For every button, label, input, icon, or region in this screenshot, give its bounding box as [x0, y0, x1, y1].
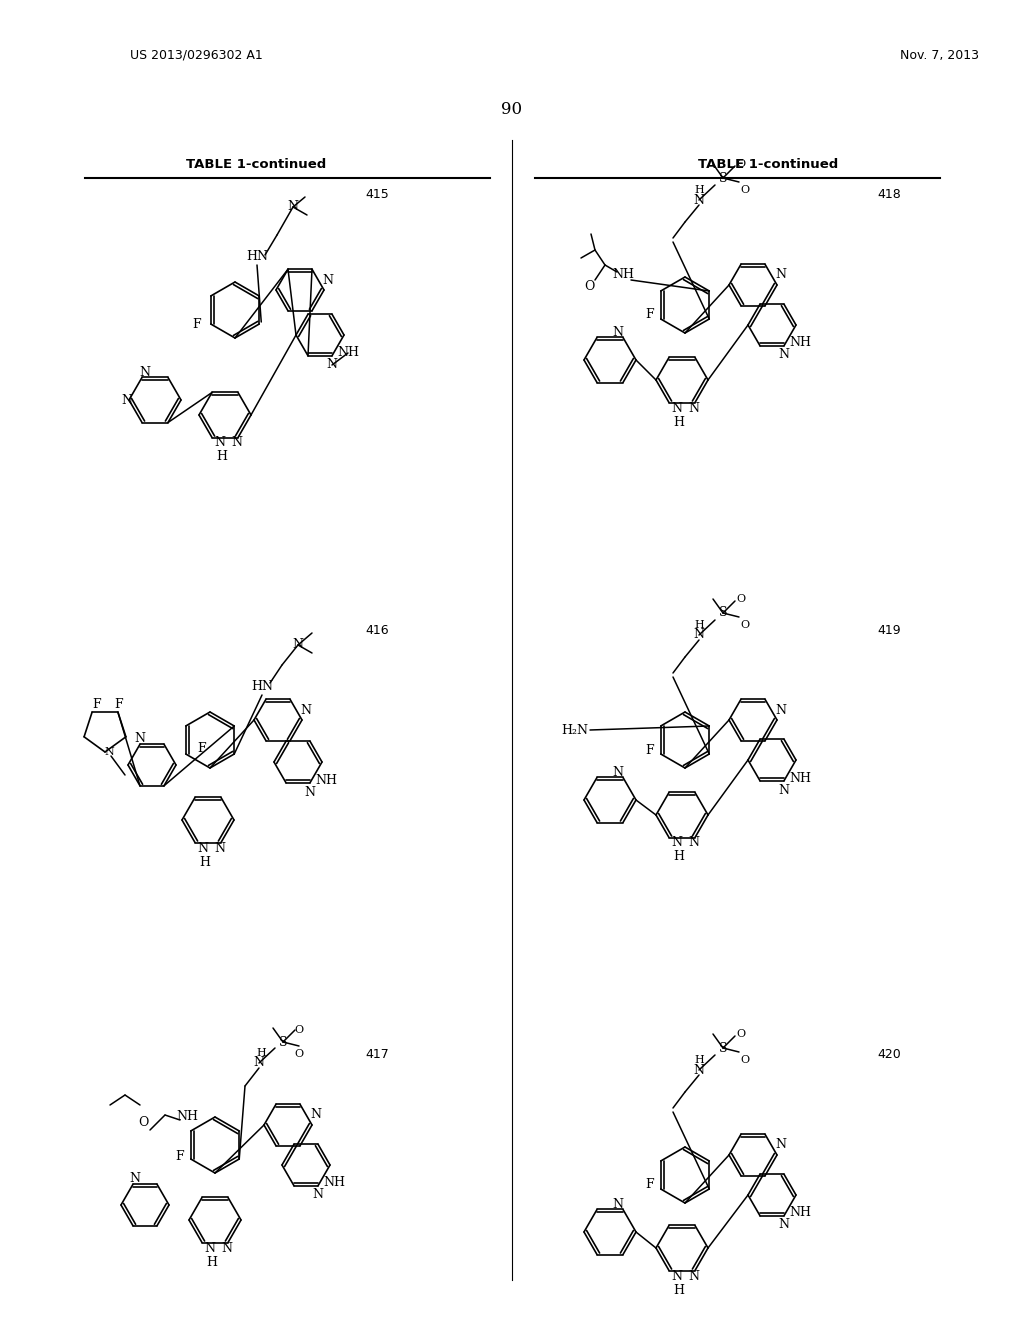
Text: N: N [775, 268, 786, 281]
Text: N: N [104, 747, 114, 756]
Text: N: N [688, 837, 699, 850]
Text: F: F [646, 743, 654, 756]
Text: N: N [254, 1056, 264, 1069]
Text: H: H [216, 450, 227, 463]
Text: O: O [736, 594, 745, 605]
Text: F: F [646, 1179, 654, 1192]
Text: O: O [138, 1117, 148, 1130]
Text: S: S [719, 1041, 727, 1055]
Text: N: N [775, 704, 786, 717]
Text: H: H [694, 185, 703, 195]
Text: NH: NH [790, 1206, 811, 1220]
Text: N: N [122, 393, 132, 407]
Text: S: S [719, 606, 727, 619]
Text: H₂N: H₂N [561, 723, 589, 737]
Text: NH: NH [790, 337, 811, 350]
Text: N: N [214, 437, 225, 450]
Text: H: H [207, 1255, 217, 1269]
Text: HN: HN [246, 251, 268, 264]
Text: H: H [674, 1283, 684, 1296]
Text: N: N [198, 842, 209, 854]
Text: N: N [139, 366, 151, 379]
Text: N: N [688, 1270, 699, 1283]
Text: N: N [300, 704, 311, 717]
Text: N: N [612, 326, 624, 338]
Text: N: N [672, 401, 683, 414]
Text: N: N [288, 201, 299, 214]
Text: NH: NH [315, 774, 337, 787]
Text: O: O [295, 1049, 303, 1059]
Text: NH: NH [612, 268, 634, 281]
Text: N: N [205, 1242, 215, 1254]
Text: O: O [736, 158, 745, 169]
Text: 416: 416 [365, 623, 389, 636]
Text: N: N [327, 359, 338, 371]
Text: N: N [612, 1197, 624, 1210]
Text: N: N [693, 194, 705, 206]
Text: TABLE 1-continued: TABLE 1-continued [186, 158, 326, 172]
Text: F: F [115, 697, 123, 710]
Text: N: N [672, 837, 683, 850]
Text: N: N [323, 273, 334, 286]
Text: N: N [310, 1109, 322, 1122]
Text: N: N [693, 1064, 705, 1077]
Text: N: N [312, 1188, 324, 1201]
Text: N: N [672, 1270, 683, 1283]
Text: N: N [693, 628, 705, 642]
Text: NH: NH [790, 771, 811, 784]
Text: 420: 420 [877, 1048, 901, 1061]
Text: TABLE 1-continued: TABLE 1-continued [698, 158, 838, 172]
Text: 417: 417 [365, 1048, 389, 1061]
Text: S: S [719, 172, 727, 185]
Text: N: N [221, 1242, 232, 1254]
Text: F: F [176, 1151, 184, 1163]
Text: F: F [93, 697, 101, 710]
Text: N: N [304, 785, 315, 799]
Text: S: S [279, 1035, 288, 1048]
Text: N: N [612, 766, 624, 779]
Text: F: F [646, 309, 654, 322]
Text: US 2013/0296302 A1: US 2013/0296302 A1 [130, 49, 263, 62]
Text: N: N [778, 784, 790, 796]
Text: O: O [584, 280, 594, 293]
Text: O: O [736, 1030, 745, 1039]
Text: 90: 90 [502, 102, 522, 119]
Text: N: N [778, 348, 790, 362]
Text: O: O [740, 1055, 750, 1065]
Text: N: N [231, 437, 243, 450]
Text: NH: NH [323, 1176, 345, 1189]
Text: H: H [694, 1055, 703, 1065]
Text: NH: NH [337, 346, 359, 359]
Text: N: N [688, 401, 699, 414]
Text: HN: HN [251, 681, 273, 693]
Text: H: H [674, 416, 684, 429]
Text: H: H [200, 855, 211, 869]
Text: 415: 415 [365, 189, 389, 202]
Text: F: F [198, 742, 206, 755]
Text: H: H [694, 620, 703, 630]
Text: N: N [775, 1138, 786, 1151]
Text: H: H [256, 1048, 266, 1059]
Text: H: H [674, 850, 684, 863]
Text: N: N [134, 733, 145, 746]
Text: O: O [740, 620, 750, 630]
Text: N: N [214, 842, 225, 854]
Text: NH: NH [176, 1110, 198, 1123]
Text: O: O [295, 1026, 303, 1035]
Text: 419: 419 [877, 623, 901, 636]
Text: N: N [129, 1172, 140, 1185]
Text: Nov. 7, 2013: Nov. 7, 2013 [900, 49, 979, 62]
Text: N: N [778, 1218, 790, 1232]
Text: O: O [740, 185, 750, 195]
Text: N: N [293, 639, 303, 652]
Text: 418: 418 [877, 189, 901, 202]
Text: F: F [193, 318, 202, 330]
